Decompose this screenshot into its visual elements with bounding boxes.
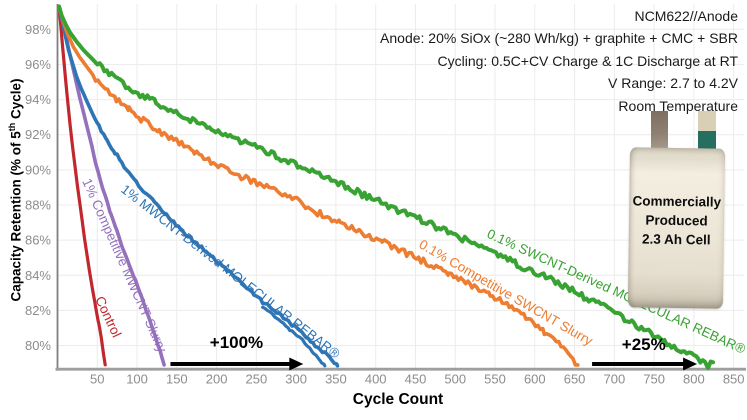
x-tick-label: 100 bbox=[126, 372, 148, 387]
annotation-line-3: Cycling: 0.5C+CV Charge & 1C Discharge a… bbox=[437, 52, 738, 69]
y-tick-label: 84% bbox=[25, 268, 51, 283]
annotation-line-2: Anode: 20% SiOx (~280 Wh/kg) + graphite … bbox=[380, 30, 738, 47]
y-axis-title-superscript: th bbox=[7, 122, 17, 132]
arrow-label: +25% bbox=[622, 335, 666, 354]
y-axis-title-text: Capacity Retention (% of 5 bbox=[8, 131, 24, 302]
cell-tab-left bbox=[651, 111, 668, 151]
x-tick-label: 650 bbox=[564, 372, 586, 387]
y-tick-label: 92% bbox=[25, 127, 51, 142]
tick-labels: 50 100 150 200 250 300 350 400 450 500 550 600 650 70… bbox=[25, 22, 745, 387]
gain-arrow-2: +25% bbox=[592, 335, 698, 371]
x-tick-label: 400 bbox=[365, 372, 387, 387]
x-tick-label: 300 bbox=[285, 372, 307, 387]
x-tick-label: 700 bbox=[603, 372, 625, 387]
cell-pouch: Commercially Produced 2.3 Ah Cell bbox=[627, 147, 726, 309]
x-tick-label: 450 bbox=[405, 372, 427, 387]
x-tick-label: 50 bbox=[90, 372, 104, 387]
arrow-label: +100% bbox=[210, 333, 263, 352]
annotation-line-1: NCM622//Anode bbox=[634, 8, 738, 24]
series-line-competitive-swcnt bbox=[57, 4, 580, 367]
cell-tab-right bbox=[698, 111, 716, 158]
y-tick-label: 86% bbox=[25, 233, 51, 248]
x-tick-label: 200 bbox=[206, 372, 228, 387]
x-axis-title: Cycle Count bbox=[352, 391, 444, 408]
y-tick-label: 90% bbox=[25, 162, 51, 177]
y-tick-label: 96% bbox=[25, 57, 51, 72]
gain-arrow-1: +100% bbox=[170, 333, 304, 371]
test-conditions: NCM622//Anode Anode: 20% SiOx (~280 Wh/k… bbox=[380, 5, 738, 117]
y-tick-label: 80% bbox=[25, 338, 51, 353]
y-tick-label: 88% bbox=[25, 198, 51, 213]
cell-caption-line-1: Commercially bbox=[632, 193, 722, 210]
x-tick-label: 600 bbox=[524, 372, 546, 387]
series-line-mwcnt-molecular-rebar-strand2 bbox=[261, 305, 327, 368]
battery-cell-photo: Commercially Produced 2.3 Ah Cell bbox=[627, 111, 726, 309]
x-tick-label: 150 bbox=[166, 372, 188, 387]
annotation-line-4: V Range: 2.7 to 4.2V bbox=[608, 75, 738, 92]
y-axis-title-suffix: Cycle) bbox=[8, 78, 24, 123]
cell-caption-line-2: Produced bbox=[645, 212, 708, 229]
y-tick-label: 82% bbox=[25, 303, 51, 318]
x-tick-label: 550 bbox=[484, 372, 506, 387]
series-line-control bbox=[57, 4, 107, 367]
x-tick-label: 250 bbox=[246, 372, 268, 387]
y-axis-title: Capacity Retention (% of 5th Cycle) bbox=[7, 40, 25, 340]
x-tick-label: 350 bbox=[325, 372, 347, 387]
x-tick-label: 850 bbox=[723, 372, 745, 387]
series-line-mwcnt-molecular-rebar bbox=[57, 4, 340, 368]
cell-caption-line-3: 2.3 Ah Cell bbox=[641, 231, 711, 248]
y-tick-label: 98% bbox=[25, 22, 51, 37]
cell-caption: Commercially Produced 2.3 Ah Cell bbox=[629, 191, 725, 249]
x-tick-label: 800 bbox=[683, 372, 705, 387]
x-tick-label: 750 bbox=[643, 372, 665, 387]
arrow-head bbox=[683, 357, 698, 371]
annotation-line-5: Room Temperature bbox=[618, 97, 738, 114]
series-line-swcnt-molecular-rebar bbox=[57, 4, 715, 370]
y-tick-label: 94% bbox=[25, 92, 51, 107]
x-tick-label: 500 bbox=[444, 372, 466, 387]
series-line-competitive-mwcnt bbox=[57, 4, 166, 367]
arrow-head bbox=[289, 357, 304, 371]
